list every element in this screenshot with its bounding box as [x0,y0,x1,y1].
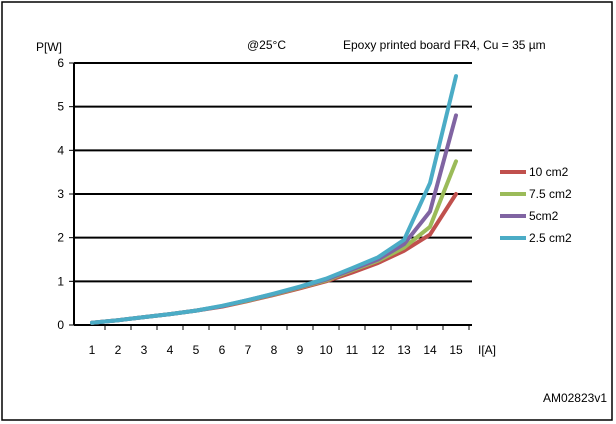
figure-id: AM02823v1 [543,391,607,405]
x-tick-label: 9 [297,343,304,357]
y-tick-label: 1 [57,274,64,288]
y-tick-label: 4 [57,143,64,157]
gridlines [74,62,472,283]
x-tick-label: 2 [115,343,122,357]
y-tick-label: 5 [57,100,64,114]
y-tick-label: 3 [57,187,64,201]
y-tick-label: 6 [57,56,64,70]
x-tick-label: 13 [397,343,411,357]
x-tick-label: 11 [346,343,359,357]
legend-label-2: 7.5 cm2 [529,187,572,201]
y-axis-label: P[W] [36,40,62,54]
x-tick-label: 7 [245,343,252,357]
x-axis-label: I[A] [478,343,496,357]
x-tick-label: 10 [319,343,333,357]
x-tick-label: 4 [167,343,174,357]
x-tick-label: 12 [371,343,385,357]
legend-label-3: 5cm2 [529,209,559,223]
x-tick-label: 14 [423,343,437,357]
y-tick-label: 0 [57,318,64,332]
legend: 10 cm2 7.5 cm2 5cm2 2.5 cm2 [500,165,572,245]
temperature-annotation: @25°C [247,38,286,52]
legend-label-4: 2.5 cm2 [529,231,572,245]
y-tick-label: 2 [57,231,64,245]
x-tick-label: 6 [219,343,226,357]
x-tick-label: 15 [449,343,463,357]
x-tick-label: 1 [89,343,96,357]
axes [69,62,472,330]
legend-label-1: 10 cm2 [529,165,569,179]
x-tick-label: 3 [141,343,148,357]
series-lines [90,74,458,325]
series-line-4 [90,74,458,325]
x-tick-label: 8 [271,343,278,357]
x-tick-label: 5 [193,343,200,357]
board-annotation: Epoxy printed board FR4, Cu = 35 µm [343,38,546,52]
